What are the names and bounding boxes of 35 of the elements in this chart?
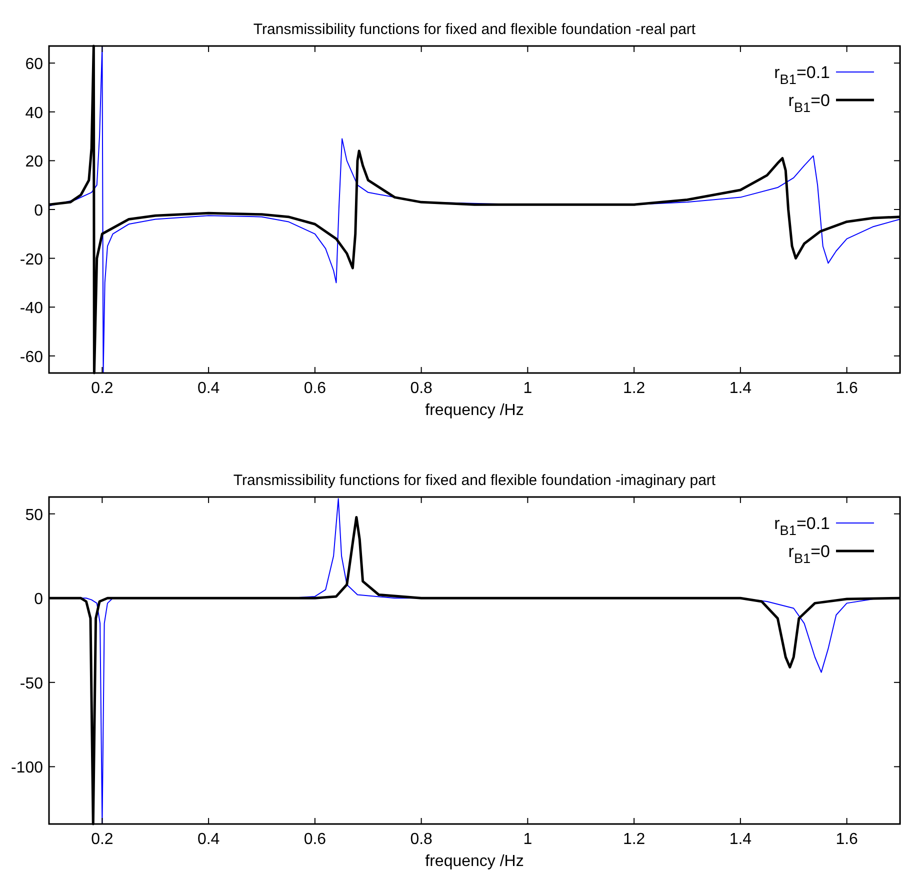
x-tick-label: 0.6 — [304, 831, 326, 848]
y-tick-label: -50 — [20, 675, 44, 692]
x-tick-label: 1.4 — [729, 831, 752, 848]
x-tick-label: 1.6 — [836, 831, 858, 848]
x-tick-label: 0.2 — [91, 831, 114, 848]
y-tick-label: 20 — [25, 154, 44, 171]
x-tick-label: 0.6 — [304, 380, 326, 397]
y-tick-label: -20 — [20, 251, 44, 268]
x-tick-label: 1.6 — [836, 380, 858, 397]
y-tick-label: 50 — [25, 506, 44, 524]
y-tick-label: 60 — [25, 56, 44, 74]
chart-title: Transmissibility functions for fixed and flexible foundation -real part — [253, 21, 696, 38]
x-tick-label: 0.4 — [197, 380, 220, 397]
y-tick-label: -40 — [20, 300, 44, 318]
x-axis-title: frequency /Hz — [425, 853, 524, 870]
x-tick-label: 1.2 — [622, 831, 646, 848]
x-tick-label: 0.2 — [91, 380, 114, 397]
x-tick-label: 0.8 — [410, 380, 433, 397]
x-tick-label: 0.4 — [197, 831, 220, 848]
y-tick-label: -100 — [10, 760, 44, 777]
x-tick-label: 1.4 — [729, 380, 752, 397]
x-axis-title: frequency /Hz — [425, 402, 524, 419]
x-tick-label: 0.8 — [410, 831, 433, 848]
y-tick-label: 0 — [34, 202, 44, 220]
y-tick-label: 0 — [34, 591, 44, 608]
chart-title: Transmissibility functions for fixed and flexible foundation -imaginary part — [233, 472, 716, 489]
legend-label: r$_{B1}$=0.1 — [774, 63, 830, 87]
x-tick-label: 1.2 — [622, 380, 646, 397]
x-tick-label: 1 — [523, 831, 532, 848]
x-tick-label: 1 — [523, 380, 532, 397]
legend-label: r$_{B1}$=0 — [788, 542, 830, 566]
legend-label: r$_{B1}$=0.1 — [774, 514, 830, 538]
y-tick-label: 40 — [25, 104, 44, 122]
y-tick-label: -60 — [20, 348, 44, 366]
legend-label: r$_{B1}$=0 — [788, 91, 830, 115]
